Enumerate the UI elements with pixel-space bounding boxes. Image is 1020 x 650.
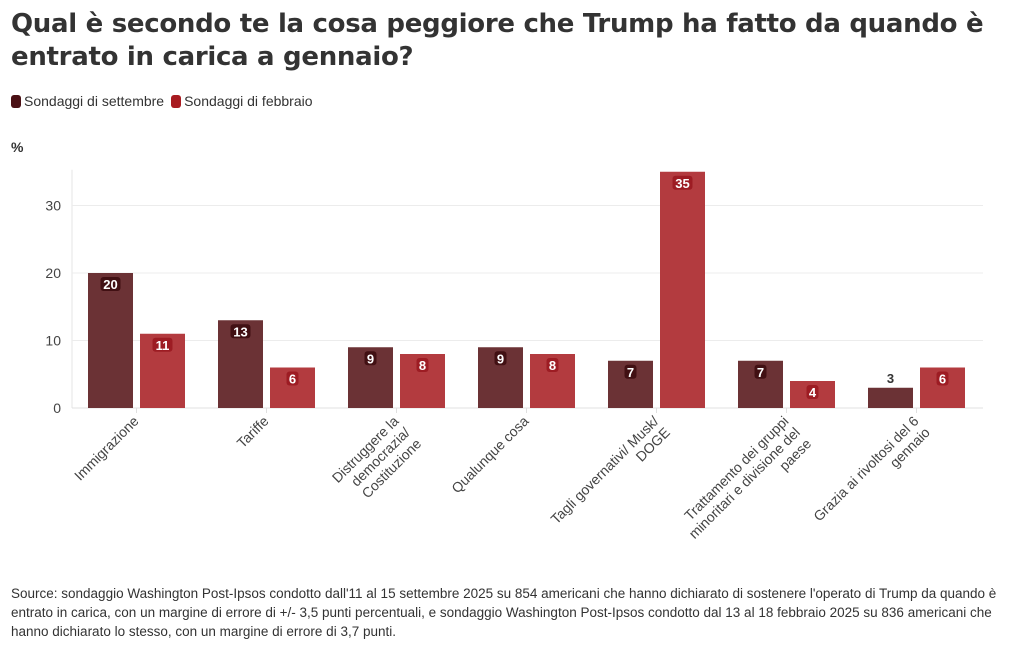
chart-title: Qual è secondo te la cosa peggiore che T… [11, 9, 984, 72]
data-label: 8 [549, 358, 556, 373]
x-tick-label: Tagli governativi/ Musk/DOGE [547, 413, 673, 539]
data-label-bg [100, 277, 121, 291]
data-label-bg [936, 371, 949, 386]
data-label: 6 [939, 372, 946, 387]
bar-chart: 0 10 20 30 20 11 Immigrazione 13 6 Tariffe 9 8 Distr… [45, 169, 983, 553]
x-tick-label: Tariffe [234, 413, 272, 451]
legend-swatch-september [11, 94, 21, 108]
x-tick-label: Immigrazione [71, 413, 142, 484]
data-label-bg [754, 364, 767, 379]
data-label: 4 [809, 385, 817, 400]
data-label-bg [546, 358, 559, 372]
data-label-bg [672, 175, 693, 190]
legend-item-september[interactable]: Sondaggi di settembre [11, 93, 164, 109]
data-label: 3 [887, 371, 894, 386]
data-label-bg [624, 364, 637, 379]
legend: Sondaggi di settembre Sondaggi di febbra… [11, 93, 320, 109]
y-tick-label: 10 [45, 333, 61, 349]
x-tick-label: Distruggere lademocrazia/Costituzione [329, 413, 425, 509]
legend-item-february[interactable]: Sondaggi di febbraio [171, 93, 313, 109]
data-label-bg [364, 351, 377, 366]
data-label: 8 [419, 358, 426, 373]
data-label-bg [286, 371, 299, 386]
data-label: 13 [233, 324, 247, 339]
data-label-bg [230, 324, 251, 339]
y-tick-label: 0 [53, 400, 61, 416]
data-label: 9 [497, 351, 504, 366]
data-label-bg [152, 337, 173, 352]
y-axis-unit-label: % [11, 139, 24, 155]
data-label-bg [494, 351, 507, 366]
source-note: Source: sondaggio Washington Post-Ipsos … [11, 586, 997, 639]
legend-label-february: Sondaggi di febbraio [184, 93, 313, 109]
x-tick-label: Trattamento dei gruppiminoritari e divis… [674, 413, 814, 553]
y-tick-label: 30 [45, 198, 61, 214]
data-label-bg [416, 358, 429, 372]
bar [88, 273, 133, 408]
y-tick-label: 20 [45, 265, 61, 281]
legend-label-september: Sondaggi di settembre [24, 93, 165, 109]
bar [868, 387, 913, 408]
data-label: 7 [627, 365, 634, 380]
data-label: 35 [675, 176, 689, 191]
x-tick-label: Qualunque cosa [448, 413, 532, 497]
data-label: 9 [367, 351, 374, 366]
legend-swatch-february [171, 94, 182, 108]
data-label-bg [806, 385, 819, 399]
data-label: 6 [289, 372, 296, 387]
data-label: 7 [757, 365, 764, 380]
data-label: 20 [103, 277, 117, 292]
data-label: 11 [156, 338, 170, 353]
x-tick-label: Grazia ai rivoltosi del 6gennaio [810, 413, 933, 536]
bar [660, 171, 705, 408]
